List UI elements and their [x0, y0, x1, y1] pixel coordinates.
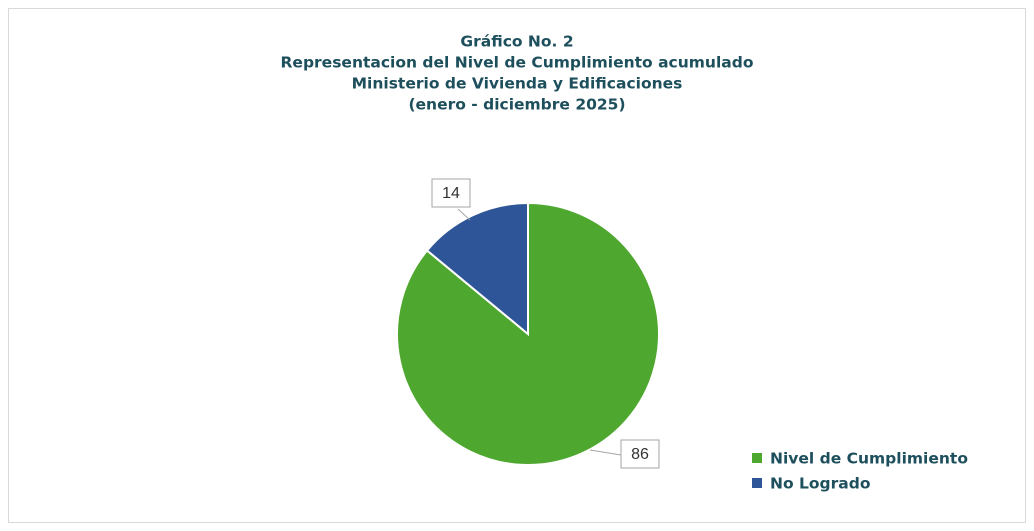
- chart-title: (enero - diciembre 2025): [408, 96, 625, 114]
- data-label: 14: [442, 185, 460, 202]
- chart-title: Ministerio de Vivienda y Edificaciones: [352, 75, 683, 93]
- leader-line: [589, 449, 622, 456]
- chart-title: Gráfico No. 2: [460, 33, 573, 51]
- leader-line: [457, 208, 471, 221]
- legend-swatch: [752, 478, 762, 488]
- legend-label: Nivel de Cumplimiento: [770, 450, 968, 468]
- data-label-box: [620, 439, 660, 469]
- pie-slice: [425, 201, 529, 337]
- legend-swatch: [752, 453, 762, 463]
- data-label: 86: [631, 446, 649, 463]
- legend-label: No Logrado: [770, 475, 871, 493]
- chart-title: Representacion del Nivel de Cumplimiento…: [281, 54, 754, 72]
- data-label-box: [431, 178, 471, 208]
